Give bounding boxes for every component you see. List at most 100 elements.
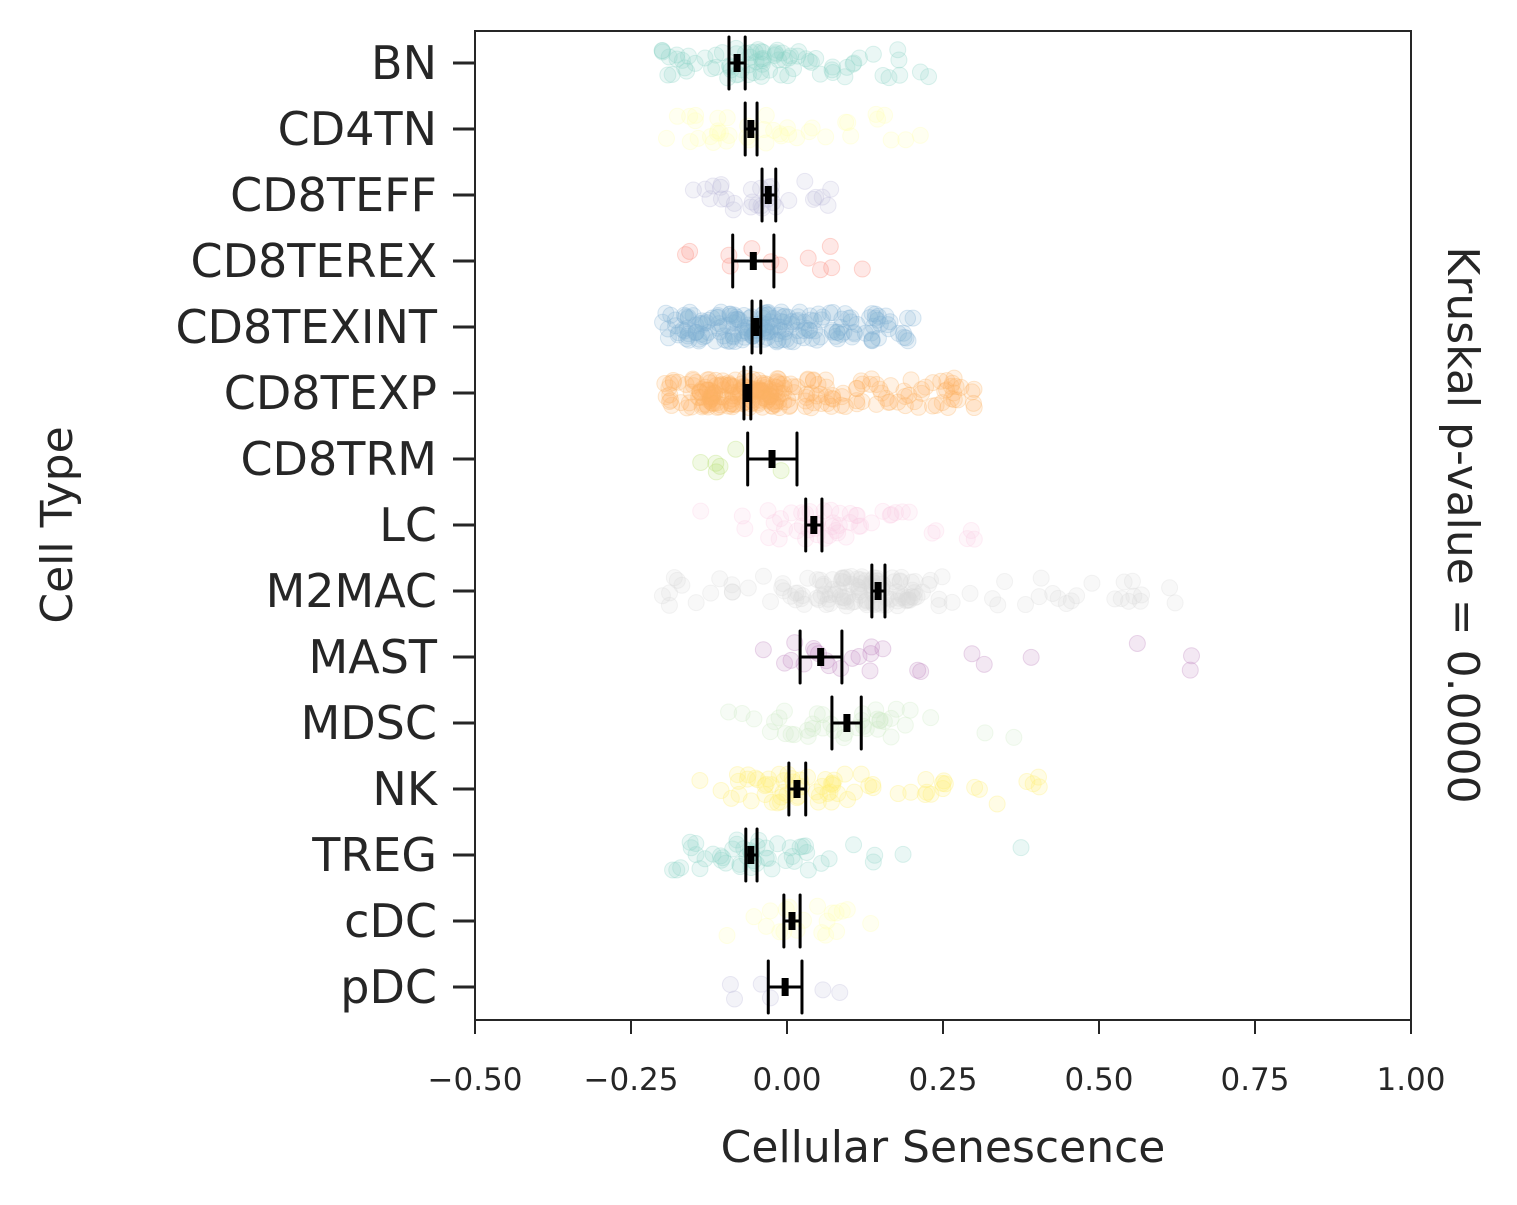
data-point (943, 593, 961, 611)
data-point (687, 106, 705, 124)
data-point (839, 791, 857, 809)
data-point (657, 129, 675, 147)
data-point (698, 396, 716, 414)
data-point (897, 592, 915, 610)
data-point (780, 49, 798, 67)
data-point (842, 313, 860, 331)
data-point (696, 850, 714, 868)
data-point (775, 313, 793, 331)
data-point (711, 570, 729, 588)
data-point (677, 375, 695, 393)
data-point (704, 389, 722, 407)
data-point (681, 133, 699, 151)
data-point (799, 370, 817, 388)
data-point (721, 305, 739, 323)
data-point (864, 45, 882, 63)
data-point (663, 65, 681, 83)
y-tick-label: pDC (340, 960, 437, 1014)
data-point (874, 502, 892, 520)
data-point (790, 43, 808, 61)
data-point (963, 383, 981, 401)
data-point (709, 109, 727, 127)
data-point (824, 58, 842, 76)
data-point (725, 325, 743, 343)
data-point (809, 793, 827, 811)
data-point (880, 320, 898, 338)
data-point (813, 777, 831, 795)
data-point (733, 331, 751, 349)
data-point (819, 590, 837, 608)
data-point (742, 198, 760, 216)
data-point (897, 131, 915, 149)
data-point (827, 327, 845, 345)
data-point (834, 570, 852, 588)
data-point (762, 386, 780, 404)
data-point (835, 573, 853, 591)
data-point (820, 850, 838, 868)
data-point (1005, 728, 1023, 746)
data-point (749, 41, 767, 59)
data-point (752, 383, 770, 401)
data-point (769, 835, 787, 853)
data-point (790, 327, 808, 345)
data-point (715, 381, 733, 399)
data-point (710, 315, 728, 333)
data-point (833, 569, 851, 587)
mean-marker (747, 846, 755, 864)
y-tick-label: CD8TEREX (190, 234, 437, 288)
x-tick-label: 0.25 (908, 1062, 977, 1098)
data-point (724, 384, 742, 402)
data-point (785, 852, 803, 870)
data-point (856, 324, 874, 342)
data-point (719, 316, 737, 334)
data-point (766, 46, 784, 64)
data-point (823, 389, 841, 407)
data-point (848, 395, 866, 413)
data-point (659, 329, 677, 347)
data-point (864, 775, 882, 793)
y-tick-label: M2MAC (266, 564, 437, 618)
data-point (654, 43, 672, 61)
data-point (659, 320, 677, 338)
data-point (711, 396, 729, 414)
data-point (811, 65, 829, 83)
data-point (818, 912, 836, 930)
mean-marker (810, 516, 818, 534)
data-point (795, 322, 813, 340)
data-point (696, 180, 714, 198)
data-point (965, 399, 983, 417)
data-point (797, 319, 815, 337)
data-point (797, 388, 815, 406)
data-point (809, 305, 827, 323)
data-point (684, 181, 702, 199)
data-point (701, 128, 719, 146)
data-point (1133, 586, 1151, 604)
data-point (692, 453, 710, 471)
data-point (806, 322, 824, 340)
data-point (897, 329, 915, 347)
data-point (687, 316, 705, 334)
data-point (848, 392, 866, 410)
data-point (901, 591, 919, 609)
data-point (754, 567, 772, 585)
plot-frame (474, 30, 1412, 1021)
data-point (800, 52, 818, 70)
data-point (777, 852, 795, 870)
data-point (697, 327, 715, 345)
data-point (909, 398, 927, 416)
data-point (837, 593, 855, 611)
data-point (817, 128, 835, 146)
data-point (784, 378, 802, 396)
data-point (721, 332, 739, 350)
data-point (775, 582, 793, 600)
data-point (660, 379, 678, 397)
data-point (669, 373, 687, 391)
data-point (821, 586, 839, 604)
data-point (824, 776, 842, 794)
data-point (701, 392, 719, 410)
data-point (802, 311, 820, 329)
data-point (795, 329, 813, 347)
data-point (678, 62, 696, 80)
data-point (719, 332, 737, 350)
